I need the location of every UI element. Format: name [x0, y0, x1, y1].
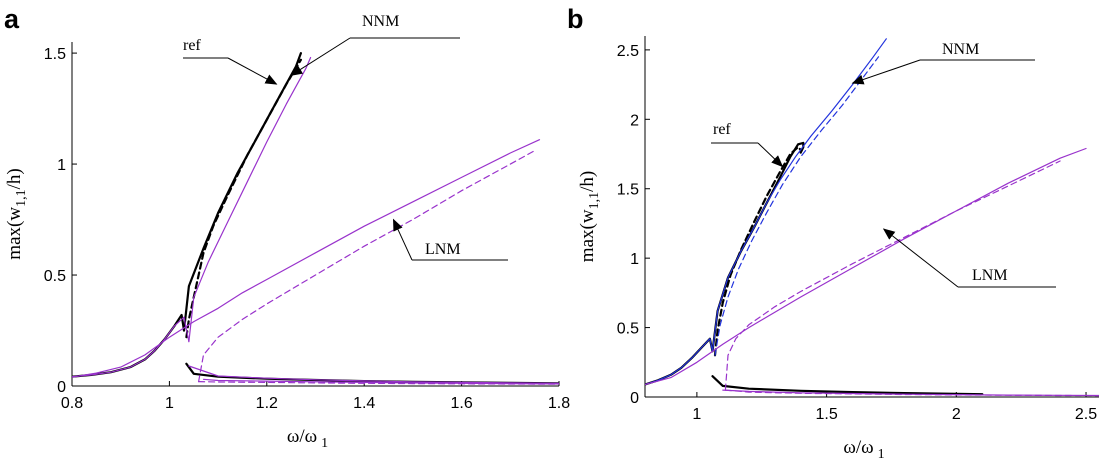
series-line-3	[185, 58, 302, 339]
y-tick-label: 0.5	[617, 321, 639, 338]
x-tick-label: 0.8	[61, 395, 83, 412]
series-line-9	[722, 389, 1099, 397]
annotation-label: LNM	[425, 241, 461, 258]
annotation-arrow	[290, 37, 351, 76]
annotation-label: LNM	[972, 267, 1008, 284]
annotation-arrow	[882, 228, 959, 288]
y-tick-label: 0	[57, 379, 66, 396]
series-line-5	[72, 316, 190, 378]
annotation-arrow	[757, 142, 784, 168]
series-line-7	[714, 56, 880, 356]
x-tick-label: 1.8	[548, 395, 570, 412]
y-tick-label: 1.5	[617, 182, 639, 199]
annotation-arrow	[851, 59, 921, 85]
series-line-1	[645, 337, 714, 386]
annotation-arrow	[392, 218, 413, 261]
series-line-8	[645, 147, 1087, 386]
y-tick-label: 0	[630, 390, 639, 407]
annotation-label: ref	[183, 37, 201, 54]
x-tick-label: 1.6	[450, 395, 472, 412]
series-line-10	[724, 160, 1061, 391]
x-tick-label: 1.2	[256, 395, 278, 412]
annotation-label: NNM	[942, 41, 979, 58]
annotation-lnm: LNM	[392, 218, 508, 261]
y-tick-label: 0.5	[44, 268, 66, 285]
series-line-11	[724, 389, 1099, 397]
annotation-label: NNM	[362, 13, 399, 30]
annotation-arrow	[227, 57, 278, 85]
series-line-11	[198, 381, 559, 385]
y-axis-label: max(w1,1/h)	[577, 171, 602, 262]
annotation-label: ref	[713, 121, 731, 138]
series-group	[645, 38, 1099, 397]
x-axis-label: ω/ω 1	[287, 426, 328, 451]
chart-panel-b: b 1 1.5 2 2.5 0 0.5 1 1.5 2 2.5 ω/ω 1 max(w1,1/h) ref N…	[567, 4, 1099, 458]
y-axis-label: max(w1,1/h)	[4, 168, 29, 259]
chart-panel-a: a 0.8 1 1.2 1.4 1.6 1.8 0 0.5 1 1.5 ω/ω 1 max(w1,1/h)…	[4, 4, 570, 451]
x-tick-label: 1	[692, 406, 701, 423]
annotation-ref: ref	[711, 121, 784, 168]
annotation-lnm: LNM	[882, 228, 1056, 288]
x-tick-label: 2.5	[1075, 406, 1097, 423]
series-line-3	[713, 146, 802, 357]
x-tick-label: 1.5	[815, 406, 837, 423]
panel-letter: b	[567, 4, 584, 34]
annotation-ref: ref	[183, 37, 278, 85]
y-tick-label: 1	[57, 157, 66, 174]
series-group	[72, 52, 559, 385]
series-line-7	[188, 365, 559, 384]
series-line-10	[198, 150, 536, 383]
series-line-6	[188, 56, 312, 343]
series-line-6	[711, 38, 887, 352]
x-axis-label: ω/ω 1	[843, 437, 884, 458]
y-tick-label: 1	[630, 251, 639, 268]
panel-letter: a	[4, 4, 20, 34]
series-line-8	[72, 139, 541, 378]
series-line-5	[645, 338, 714, 386]
annotation-nnm: NNM	[851, 41, 1035, 85]
x-tick-label: 1.4	[353, 395, 375, 412]
annotation-nnm: NNM	[290, 13, 460, 76]
y-tick-label: 2.5	[617, 43, 639, 60]
y-tick-label: 1.5	[44, 46, 66, 63]
series-line-4	[711, 375, 984, 396]
x-tick-label: 2	[952, 406, 961, 423]
series-line-2	[711, 141, 805, 353]
x-tick-label: 1	[165, 395, 174, 412]
y-tick-label: 2	[630, 112, 639, 129]
